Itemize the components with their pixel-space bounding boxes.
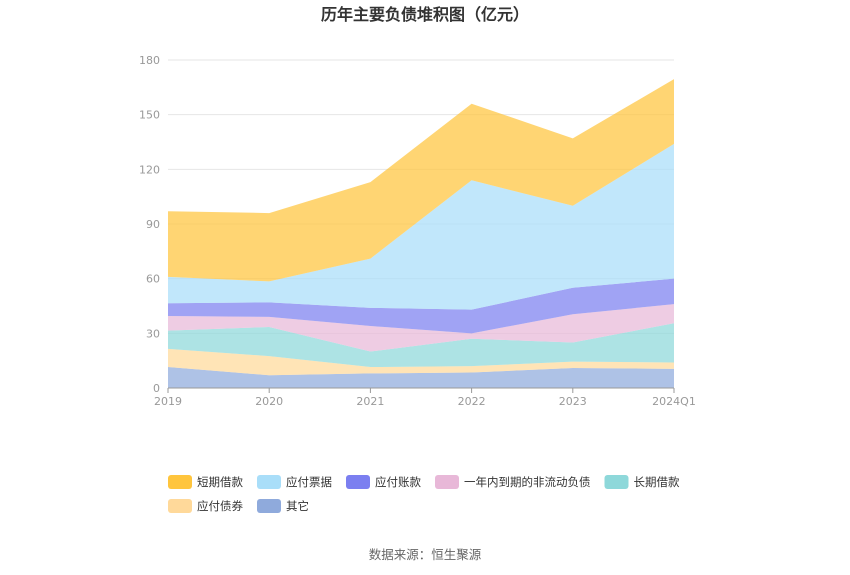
x-tick-label: 2020 xyxy=(255,395,283,408)
legend-item[interactable]: 应付账款 xyxy=(346,475,421,489)
y-tick-label: 60 xyxy=(146,273,160,286)
y-tick-label: 0 xyxy=(153,382,160,395)
y-tick-label: 90 xyxy=(146,218,160,231)
legend-swatch xyxy=(168,499,192,513)
legend-item[interactable]: 其它 xyxy=(257,499,309,513)
legend-label: 其它 xyxy=(286,499,309,513)
legend-swatch xyxy=(257,499,281,513)
legend-item[interactable]: 应付债券 xyxy=(168,499,243,513)
legend-item[interactable]: 一年内到期的非流动负债 xyxy=(435,475,591,489)
data-source: 数据来源：恒生聚源 xyxy=(369,547,482,562)
x-tick-label: 2023 xyxy=(559,395,587,408)
legend-label: 一年内到期的非流动负债 xyxy=(464,475,591,489)
area-series-0[interactable] xyxy=(168,367,674,388)
y-tick-label: 30 xyxy=(146,327,160,340)
legend-swatch xyxy=(435,475,459,489)
x-tick-label: 2021 xyxy=(356,395,384,408)
legend-label: 应付债券 xyxy=(197,499,243,513)
legend-label: 应付账款 xyxy=(375,475,421,489)
legend-label: 短期借款 xyxy=(197,475,243,489)
legend-item[interactable]: 应付票据 xyxy=(257,475,332,489)
legend-swatch xyxy=(168,475,192,489)
area-series-4[interactable] xyxy=(168,278,674,334)
y-tick-label: 180 xyxy=(139,54,160,67)
x-tick-label: 2022 xyxy=(458,395,486,408)
y-tick-label: 120 xyxy=(139,163,160,176)
area-series-6[interactable] xyxy=(168,79,674,282)
legend-label: 应付票据 xyxy=(286,475,332,489)
area-series-5[interactable] xyxy=(168,143,674,310)
chart-title: 历年主要负债堆积图（亿元） xyxy=(321,5,529,24)
area-series-group xyxy=(168,79,674,388)
legend-swatch xyxy=(257,475,281,489)
legend-swatch xyxy=(604,475,629,489)
y-tick-label: 150 xyxy=(139,109,160,122)
legend-swatch xyxy=(346,475,370,489)
area-series-1[interactable] xyxy=(168,348,674,376)
axes: 0 30 60 90 120 150 180 2019 2020 2021 2022 2023 2024… xyxy=(139,54,696,408)
area-series-3[interactable] xyxy=(168,304,674,352)
legend-label: 长期借款 xyxy=(634,475,680,489)
legend-item[interactable]: 长期借款 xyxy=(604,475,680,489)
x-tick-label: 2019 xyxy=(154,395,182,408)
x-tick-label: 2024Q1 xyxy=(652,395,696,408)
legend-item[interactable]: 短期借款 xyxy=(168,475,243,489)
